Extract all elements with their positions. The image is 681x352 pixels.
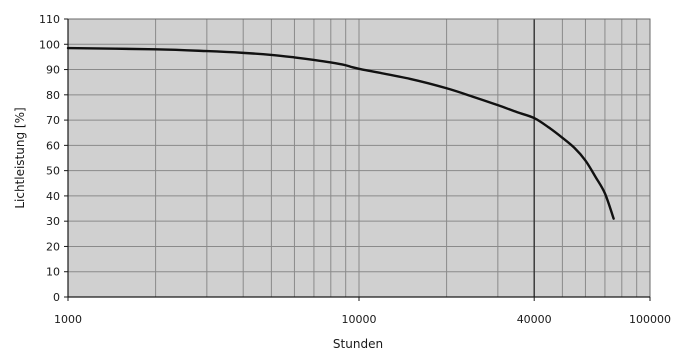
y-tick-label: 90 [46, 64, 60, 77]
x-tick-label: 1000 [54, 313, 82, 326]
x-axis-label: Stunden [333, 337, 383, 351]
y-tick-label: 20 [46, 240, 60, 253]
x-tick-label: 40000 [517, 313, 552, 326]
y-tick-label: 70 [46, 114, 60, 127]
x-tick-labels: 1000 10000 40000 100000 [54, 313, 671, 326]
y-tick-label: 30 [46, 215, 60, 228]
x-tick-label: 100000 [629, 313, 671, 326]
axes [64, 18, 651, 301]
y-tick-label: 10 [46, 266, 60, 279]
y-tick-label: 50 [46, 165, 60, 178]
x-tick-label: 10000 [342, 313, 377, 326]
series-line [66, 46, 615, 220]
grid-lines [68, 18, 650, 297]
y-tick-label: 100 [39, 38, 60, 51]
y-tick-label: 40 [46, 190, 60, 203]
y-tick-labels: 0 10 20 30 40 50 60 70 80 90 100 110 [39, 13, 60, 304]
y-axis-label: Lichtleistung [%] [13, 107, 27, 208]
y-tick-label: 110 [39, 13, 60, 26]
y-tick-label: 60 [46, 139, 60, 152]
y-tick-label: 80 [46, 89, 60, 102]
series-group [66, 46, 615, 220]
y-tick-label: 0 [53, 291, 60, 304]
